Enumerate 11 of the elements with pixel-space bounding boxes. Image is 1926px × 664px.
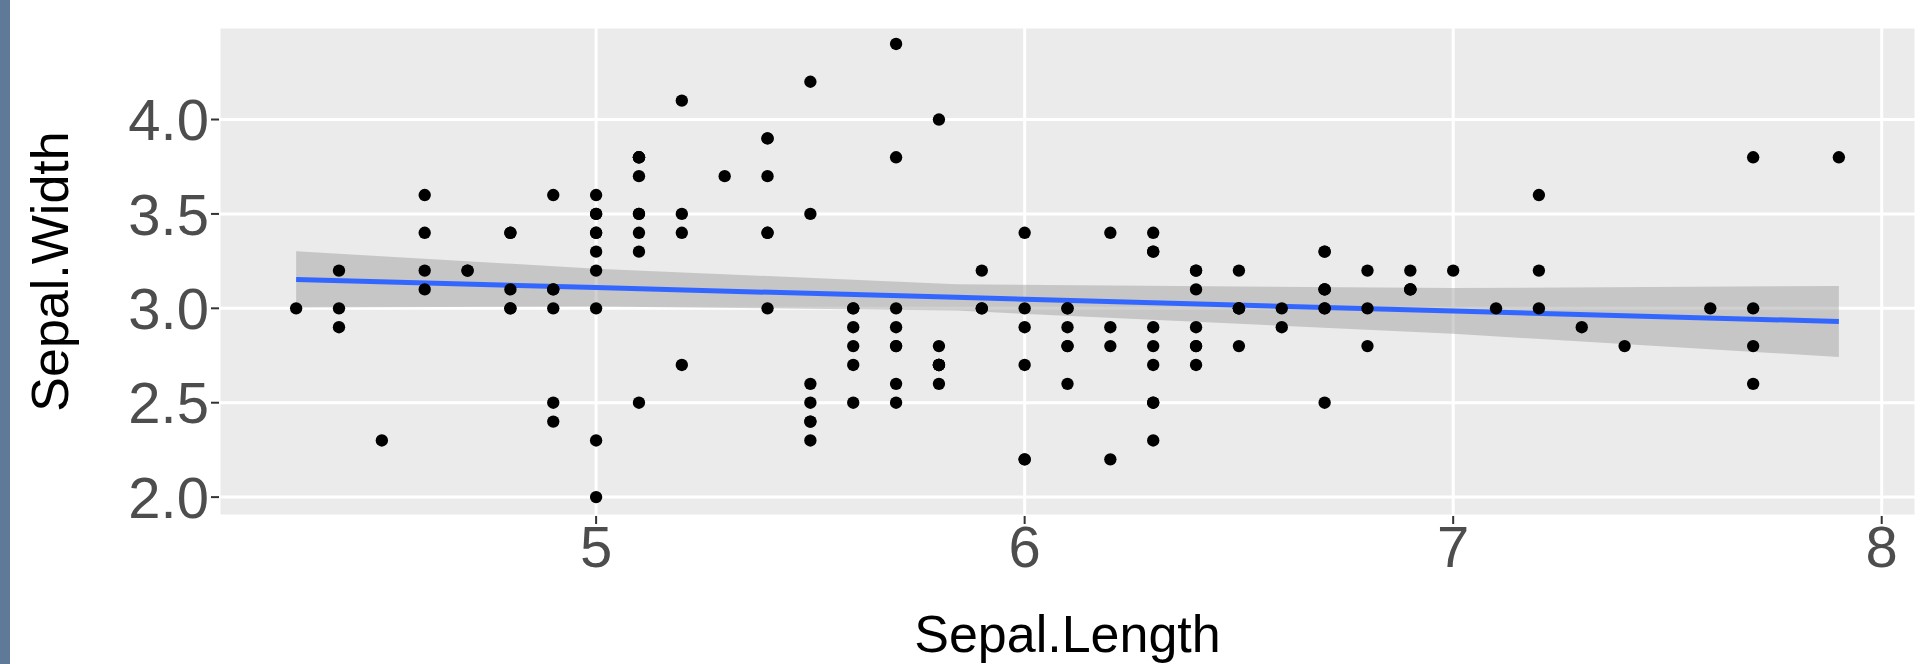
y-tick-label: 2.0 — [128, 464, 209, 530]
y-tick-label: 3.0 — [128, 275, 209, 341]
x-tick-label: 5 — [579, 514, 613, 580]
x-tick-label: 8 — [1865, 514, 1898, 580]
x-tick-label: 6 — [1008, 514, 1041, 580]
y-tick-label: 3.5 — [128, 181, 209, 247]
y-tick-label: 2.5 — [128, 370, 209, 436]
y-tick-label: 4.0 — [128, 87, 209, 153]
x-axis-title: Sepal.Length — [914, 605, 1221, 663]
x-tick-label: 7 — [1437, 514, 1470, 580]
y-axis-title: Sepal.Width — [21, 131, 80, 412]
